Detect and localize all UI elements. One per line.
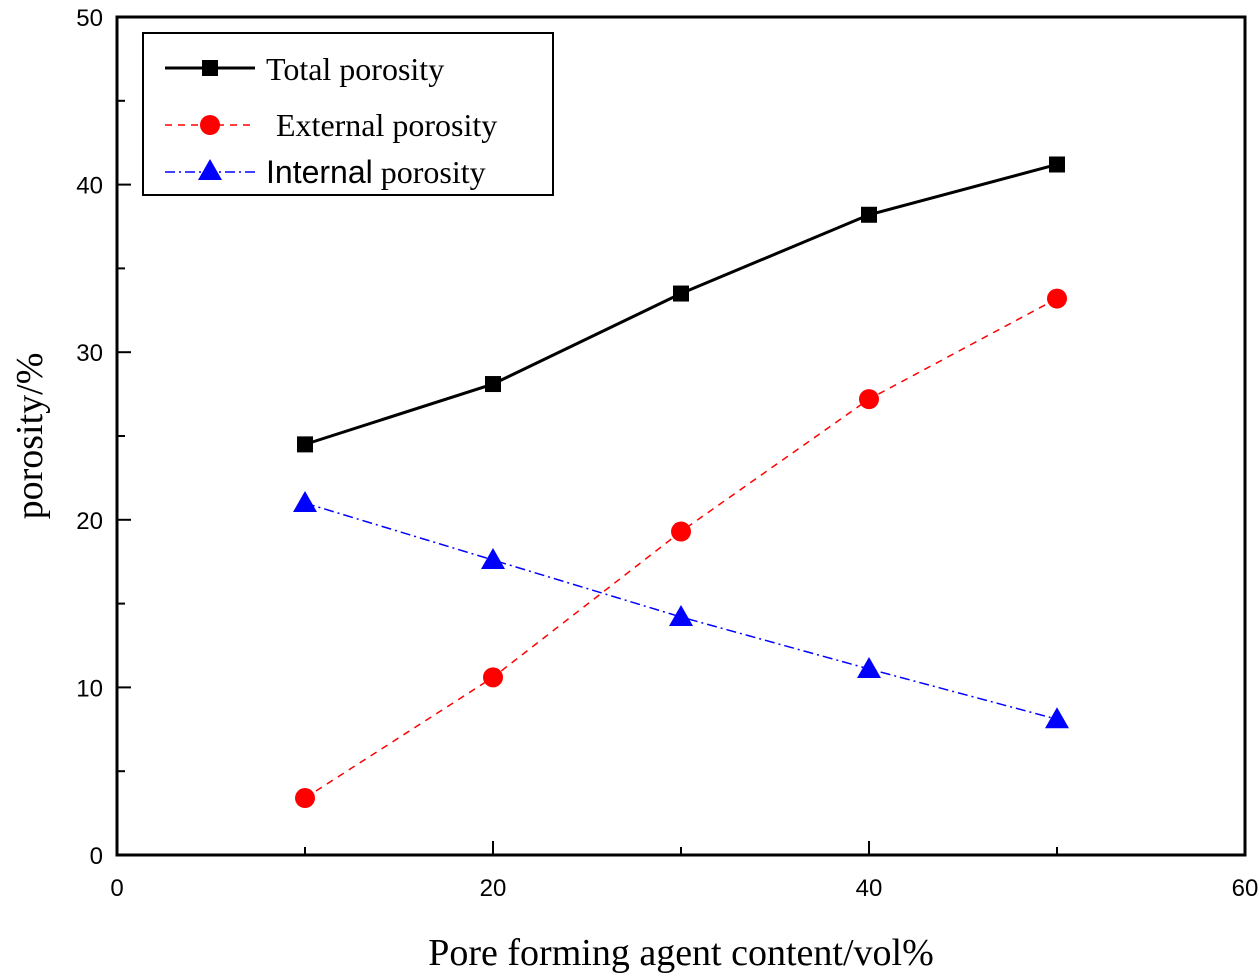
legend-label-internal: Internal porosity bbox=[266, 154, 486, 190]
data-point-triangle bbox=[1045, 707, 1069, 729]
data-point-square bbox=[297, 436, 313, 453]
data-point-circle bbox=[671, 521, 691, 542]
data-point-square bbox=[1049, 156, 1065, 173]
series-internal-porosity bbox=[293, 491, 1069, 729]
legend-label-internal-rest: porosity bbox=[373, 154, 486, 190]
data-point-square bbox=[861, 206, 877, 223]
legend-label-internal-bold: Internal bbox=[266, 154, 373, 190]
series-external-porosity bbox=[295, 288, 1067, 809]
x-tick-label: 40 bbox=[856, 875, 883, 902]
data-point-triangle bbox=[857, 656, 881, 678]
data-point-triangle bbox=[481, 548, 505, 570]
legend-marker-circle bbox=[200, 115, 220, 135]
y-axis-ticks: 0 10 20 30 40 50 bbox=[76, 5, 131, 870]
data-point-circle bbox=[295, 788, 315, 809]
y-tick-label: 30 bbox=[76, 340, 103, 367]
data-point-triangle bbox=[669, 605, 693, 627]
data-point-circle bbox=[1047, 288, 1067, 309]
x-tick-label: 60 bbox=[1232, 875, 1259, 902]
legend-marker-triangle bbox=[198, 159, 222, 180]
x-axis-ticks: 0 20 40 60 bbox=[110, 841, 1258, 902]
y-axis-title: porosity/% bbox=[9, 353, 51, 520]
series-group bbox=[293, 156, 1069, 809]
data-point-square bbox=[673, 285, 689, 302]
legend-marker-square bbox=[202, 60, 218, 76]
y-tick-label: 10 bbox=[76, 675, 103, 702]
y-tick-label: 0 bbox=[90, 843, 103, 870]
legend-label-external: External porosity bbox=[268, 107, 497, 143]
x-tick-label: 0 bbox=[110, 875, 123, 902]
legend-label-total: Total porosity bbox=[266, 51, 444, 87]
series-line bbox=[304, 297, 1058, 799]
x-tick-label: 20 bbox=[480, 875, 507, 902]
y-tick-label: 20 bbox=[76, 508, 103, 535]
legend: Total porosity External porosity Interna… bbox=[142, 32, 554, 196]
data-point-circle bbox=[859, 389, 879, 410]
y-tick-label: 40 bbox=[76, 173, 103, 200]
data-point-circle bbox=[483, 667, 503, 688]
series-line bbox=[304, 163, 1058, 446]
series-total-porosity bbox=[297, 156, 1065, 453]
x-axis-title: Pore forming agent content/vol% bbox=[428, 932, 934, 974]
data-point-triangle bbox=[293, 491, 317, 513]
data-point-square bbox=[485, 376, 501, 393]
y-tick-label: 50 bbox=[76, 5, 103, 32]
